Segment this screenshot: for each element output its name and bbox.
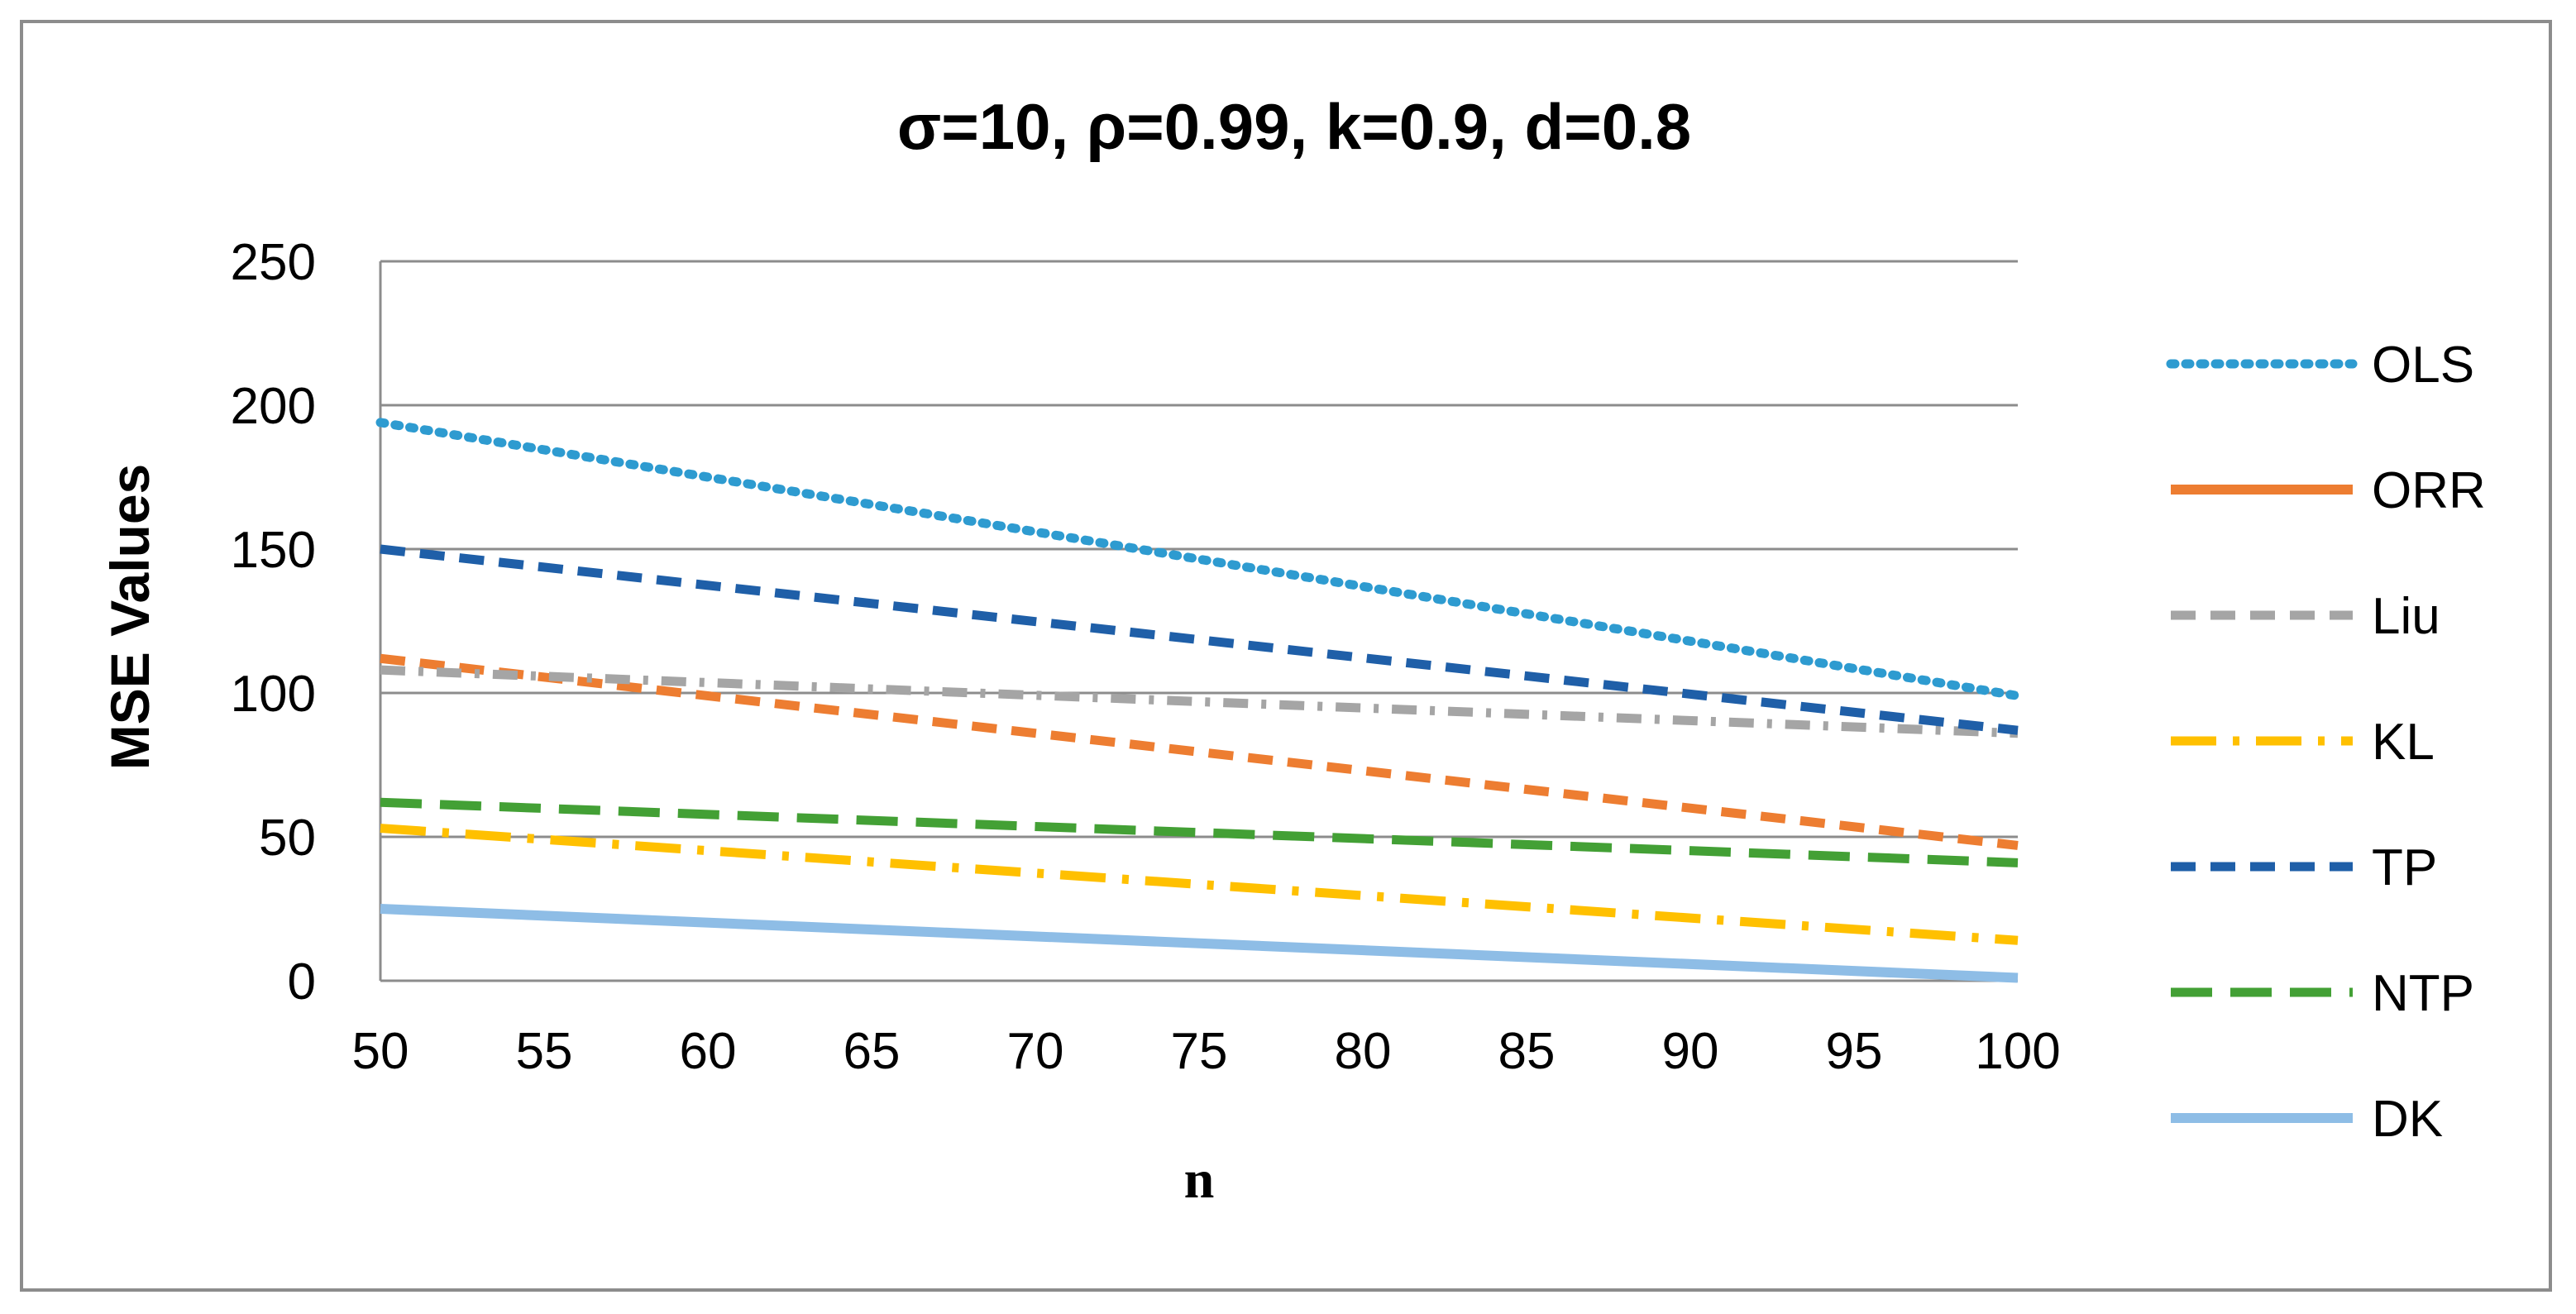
x-tick-label: 75 [1171, 1023, 1228, 1080]
legend-label-dk: DK [2372, 1091, 2443, 1148]
legend: OLS ORR Liu KL TP NTP DK [2166, 337, 2486, 1148]
legend-label-liu: Liu [2372, 588, 2440, 645]
y-tick-label: 0 [288, 953, 316, 1011]
x-tick-labels: 50 55 60 65 70 75 80 85 90 95 100 [352, 1023, 2061, 1080]
x-tick-label: 100 [1975, 1023, 2060, 1080]
x-axis-label: n [1184, 1149, 1215, 1210]
x-tick-label: 70 [1007, 1023, 1064, 1080]
x-tick-label: 90 [1662, 1023, 1719, 1080]
y-tick-label: 250 [231, 234, 316, 291]
legend-label-ntp: NTP [2372, 965, 2474, 1022]
series-line-dk [380, 904, 2019, 983]
y-tick-label: 200 [231, 378, 316, 435]
series-line-ntp [380, 797, 2019, 867]
series-line-kl [380, 824, 2019, 945]
y-tick-label: 100 [231, 666, 316, 723]
axes [379, 261, 2018, 982]
legend-label-tp: TP [2372, 839, 2437, 896]
series-line-tp [380, 544, 2019, 735]
series-lines [375, 418, 2023, 983]
legend-label-orr: ORR [2372, 462, 2486, 519]
x-tick-label: 80 [1335, 1023, 1392, 1080]
gridlines [380, 260, 2018, 839]
x-tick-label: 50 [352, 1023, 409, 1080]
series-line-ols [375, 418, 2023, 700]
y-tick-label: 50 [259, 810, 316, 867]
x-tick-label: 85 [1498, 1023, 1556, 1080]
legend-label-ols: OLS [2372, 337, 2474, 394]
y-axis-label: MSE Values [99, 464, 160, 771]
series-line-liu [380, 665, 2019, 738]
legend-label-kl: KL [2372, 714, 2435, 771]
x-tick-label: 55 [516, 1023, 573, 1080]
x-tick-label: 60 [680, 1023, 737, 1080]
y-tick-labels: 0 50 100 150 200 250 [231, 234, 316, 1011]
x-tick-label: 65 [844, 1023, 901, 1080]
chart-title: σ=10, ρ=0.99, k=0.9, d=0.8 [897, 90, 1691, 163]
series-line-orr [380, 653, 2019, 850]
x-tick-label: 95 [1826, 1023, 1883, 1080]
y-tick-label: 150 [231, 522, 316, 579]
chart-frame [20, 20, 2552, 1292]
